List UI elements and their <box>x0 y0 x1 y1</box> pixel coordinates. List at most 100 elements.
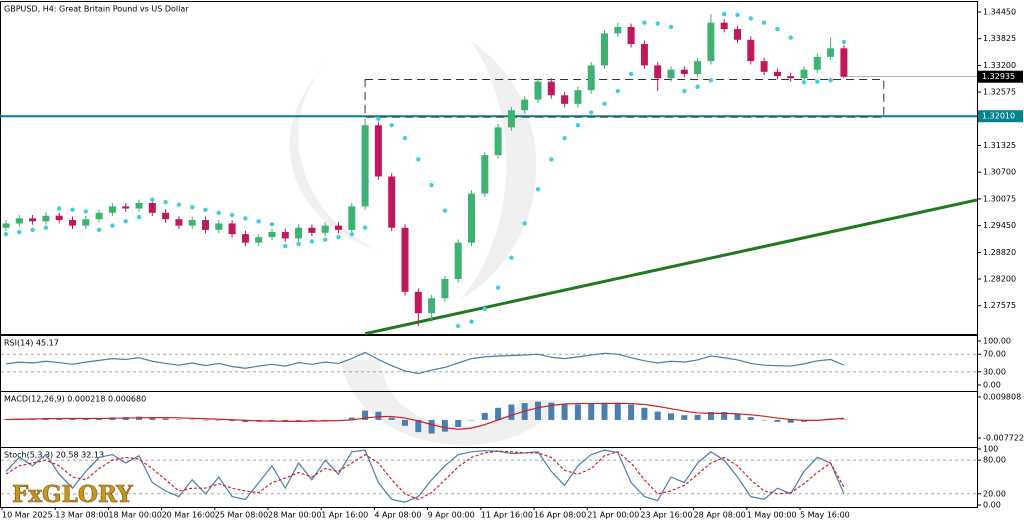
sar-dot <box>615 88 620 94</box>
sar-dot <box>549 157 554 162</box>
candle-body <box>667 69 675 79</box>
candle-body <box>760 61 768 72</box>
x-tick-label: 28 Apr 08:00 <box>694 511 746 520</box>
y-tick-label: 100 <box>983 445 998 454</box>
candle-body <box>507 110 515 128</box>
candle-body <box>441 279 449 299</box>
y-tick-label: 0.00 <box>983 380 1001 389</box>
macd-bar <box>774 419 781 422</box>
sar-dot <box>682 88 687 94</box>
indicator-line <box>5 351 845 375</box>
macd-bar <box>215 419 222 421</box>
macd-bar <box>548 402 555 420</box>
x-tick-label: 21 Apr 00:00 <box>587 511 639 520</box>
candle-body <box>281 232 289 239</box>
candle-body <box>720 22 728 30</box>
candle-body <box>268 232 276 238</box>
sar-dot <box>801 80 807 85</box>
macd-bar <box>681 415 688 420</box>
candle-body <box>374 125 382 177</box>
y-tick-label: 1.33200 <box>983 61 1016 70</box>
y-tick-label: 0.00 <box>983 501 1001 510</box>
macd-bar <box>747 417 754 420</box>
candle-body <box>228 223 236 235</box>
y-tick-label: 30.00 <box>983 367 1006 376</box>
sar-dot <box>269 222 275 227</box>
candle-body <box>29 218 37 222</box>
x-tick-label: 9 Apr 00:00 <box>428 511 475 520</box>
sar-dot <box>575 123 581 128</box>
macd-bar <box>588 404 595 420</box>
candle-body <box>335 225 342 230</box>
candle-body <box>348 206 356 230</box>
x-tick-label: 1 Apr 16:00 <box>321 511 368 520</box>
x-tick-label: 4 Apr 08:00 <box>374 511 421 520</box>
x-tick-label: 13 Mar 08:00 <box>55 511 108 520</box>
candle-body <box>601 33 608 66</box>
macd-bar <box>601 402 608 420</box>
macd-bar <box>3 419 9 420</box>
last-price-label: 1.32935 <box>982 72 1015 81</box>
level-label-box <box>978 110 1023 123</box>
candle-body <box>587 65 595 91</box>
sar-dot <box>349 231 354 237</box>
sar-dot <box>110 223 115 228</box>
macd-bar <box>348 417 355 420</box>
sar-dot <box>70 207 75 212</box>
candle-body <box>295 227 303 239</box>
sar-dot <box>389 123 394 128</box>
candle-body <box>42 215 50 222</box>
macd-bar <box>787 419 794 423</box>
last-price-box <box>978 70 1023 83</box>
macd-bar <box>415 419 422 433</box>
sar-dot <box>442 208 448 213</box>
x-tick-label: 23 Apr 16:00 <box>640 511 692 520</box>
macd-bar <box>840 419 847 420</box>
watermark-shape <box>289 60 380 250</box>
macd-bar <box>641 407 648 420</box>
macd-bar <box>308 419 315 421</box>
sar-dot <box>150 197 155 202</box>
sar-dot <box>602 101 607 107</box>
indicator-line <box>5 449 845 503</box>
x-tick-label: 11 Apr 16:00 <box>481 511 533 520</box>
candle-body <box>827 48 835 57</box>
macd-bar <box>82 418 89 420</box>
sar-dot <box>735 12 740 18</box>
watermark <box>289 40 560 446</box>
panel-border <box>0 1 978 335</box>
macd-bar <box>495 407 502 420</box>
sar-dot <box>562 135 567 141</box>
sar-dot <box>256 219 261 224</box>
macd-bar <box>654 411 661 420</box>
candle-body <box>534 81 542 100</box>
sar-dot <box>722 11 727 17</box>
sar-dot <box>429 182 434 188</box>
sar-dot <box>83 209 89 214</box>
sar-dot <box>309 239 315 244</box>
trendline <box>364 198 978 336</box>
sar-dot <box>708 78 714 83</box>
watermark-shape <box>460 40 537 300</box>
sar-dot <box>203 207 208 212</box>
macd-bar <box>375 411 382 420</box>
x-tick-label: 16 Apr 08:00 <box>534 511 586 520</box>
sar-dot <box>376 116 381 121</box>
logo: FxGLORY <box>12 481 133 508</box>
y-tick-label: 1.31325 <box>983 141 1016 150</box>
macd-bar <box>455 419 462 427</box>
macd-bar <box>202 419 209 421</box>
candle-body <box>787 76 795 79</box>
y-tick-label: 20.00 <box>983 489 1006 498</box>
candle-body <box>135 202 143 209</box>
x-tick-label: 1 May 00:00 <box>747 511 797 520</box>
candle-body <box>574 90 582 104</box>
candle-body <box>108 206 116 213</box>
candle-body <box>614 26 622 34</box>
candle-body <box>640 44 648 66</box>
candle-body <box>654 65 662 79</box>
macd-bar <box>508 404 515 420</box>
sar-dot <box>775 26 780 32</box>
sar-dot <box>642 20 647 25</box>
